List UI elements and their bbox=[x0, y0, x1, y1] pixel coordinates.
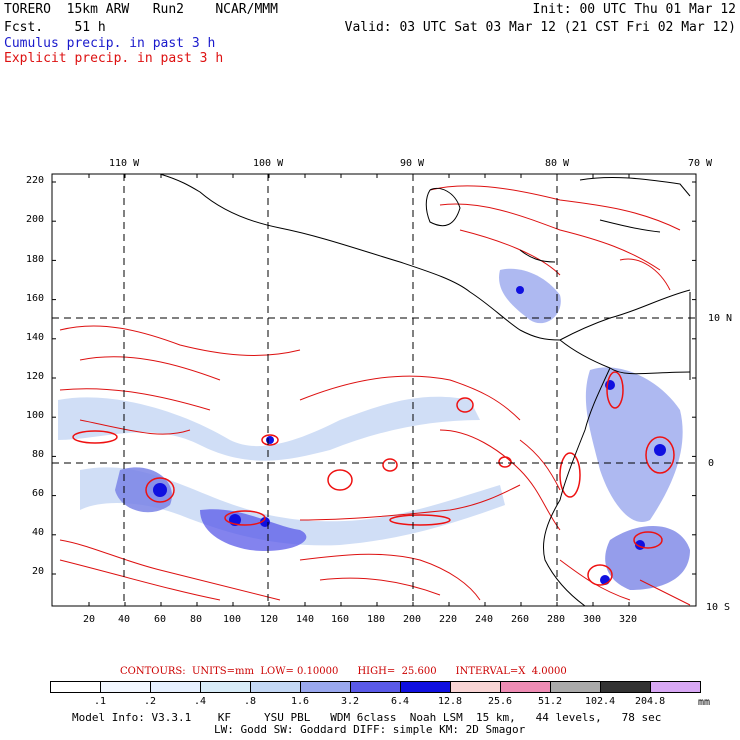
y-tick: 220 bbox=[26, 175, 45, 186]
y-tick: 80 bbox=[32, 449, 45, 460]
coastlines bbox=[159, 174, 691, 606]
model-title: TORERO 15km ARW Run2 NCAR/MMM bbox=[4, 2, 278, 17]
lon-label-70w: 70 W bbox=[688, 158, 713, 169]
y-tick: 40 bbox=[32, 527, 45, 538]
colorbar-label: 25.6 bbox=[488, 696, 513, 707]
colorbar-swatch bbox=[550, 681, 601, 693]
y-tick: 200 bbox=[26, 214, 45, 225]
y-tick: 20 bbox=[32, 566, 45, 577]
colorbar-label: .1 bbox=[94, 696, 107, 707]
colorbar-label: 3.2 bbox=[341, 696, 360, 707]
colorbar-swatch bbox=[350, 681, 401, 693]
x-tick: 140 bbox=[296, 614, 315, 625]
x-tick: 20 bbox=[83, 614, 96, 625]
cumulus-band-north bbox=[58, 396, 480, 461]
valid-time: Valid: 03 UTC Sat 03 Mar 12 (21 CST Fri … bbox=[344, 20, 736, 35]
cumulus-band-south bbox=[80, 467, 505, 546]
cumulus-label: Cumulus precip. in past 3 h bbox=[4, 36, 216, 51]
colorbar-swatch bbox=[200, 681, 251, 693]
lat-label-0: 0 bbox=[708, 458, 715, 469]
intense-cells bbox=[153, 286, 666, 585]
colorbar-swatch bbox=[650, 681, 701, 693]
init-time: Init: 00 UTC Thu 01 Mar 12 bbox=[532, 2, 737, 17]
x-tick: 220 bbox=[439, 614, 458, 625]
contour-info: CONTOURS: UNITS=mm LOW= 0.10000 HIGH= 25… bbox=[120, 666, 567, 677]
lat-label-10s: 10 S bbox=[706, 602, 731, 613]
colorbar-label: 6.4 bbox=[391, 696, 410, 707]
cumulus-cells-peru bbox=[605, 526, 690, 590]
lon-label-80w: 80 W bbox=[545, 158, 570, 169]
colorbar-label: 51.2 bbox=[538, 696, 563, 707]
precip-field bbox=[52, 174, 696, 606]
tick-marks bbox=[52, 174, 696, 606]
x-tick: 40 bbox=[118, 614, 131, 625]
x-tick: 80 bbox=[190, 614, 203, 625]
lon-label-90w: 90 W bbox=[400, 158, 425, 169]
physics-info: LW: Godd SW: Goddard DIFF: simple KM: 2D… bbox=[214, 723, 526, 736]
contour-rings bbox=[72, 371, 675, 586]
colorbar-swatch bbox=[600, 681, 651, 693]
explicit-contours bbox=[59, 185, 691, 606]
y-tick: 120 bbox=[26, 371, 45, 382]
y-tick: 60 bbox=[32, 488, 45, 499]
x-tick: 180 bbox=[367, 614, 386, 625]
colorbar-swatch bbox=[100, 681, 151, 693]
colorbar-label: 204.8 bbox=[635, 696, 666, 707]
cumulus-cells-colombia bbox=[585, 367, 683, 522]
lat-label-10n: 10 N bbox=[708, 313, 733, 324]
x-tick: 120 bbox=[260, 614, 279, 625]
colorbar-label: 12.8 bbox=[438, 696, 463, 707]
cumulus-cells-central-america bbox=[499, 268, 561, 324]
x-tick: 60 bbox=[154, 614, 167, 625]
x-tick: 240 bbox=[475, 614, 494, 625]
explicit-label: Explicit precip. in past 3 h bbox=[4, 51, 224, 66]
colorbar-label: 102.4 bbox=[585, 696, 616, 707]
y-tick: 160 bbox=[26, 293, 45, 304]
x-tick: 300 bbox=[583, 614, 602, 625]
y-tick: 180 bbox=[26, 254, 45, 265]
y-tick: 140 bbox=[26, 332, 45, 343]
lon-label-110w: 110 W bbox=[109, 158, 140, 169]
forecast-hour: Fcst. 51 h bbox=[4, 20, 106, 35]
x-tick: 100 bbox=[223, 614, 242, 625]
map-frame bbox=[51, 173, 697, 607]
colorbar-swatch bbox=[300, 681, 351, 693]
colorbar-label: .8 bbox=[244, 696, 257, 707]
x-tick: 160 bbox=[331, 614, 350, 625]
colorbar-unit: mm bbox=[698, 697, 711, 708]
x-tick: 280 bbox=[547, 614, 566, 625]
colorbar-swatch bbox=[50, 681, 101, 693]
colorbar-swatch bbox=[450, 681, 501, 693]
cumulus-cells-central bbox=[200, 509, 307, 551]
model-info: Model Info: V3.3.1 KF YSU PBL WDM 6class… bbox=[72, 711, 662, 724]
colorbar-label: .4 bbox=[194, 696, 207, 707]
x-tick: 200 bbox=[403, 614, 422, 625]
y-tick: 100 bbox=[26, 410, 45, 421]
lon-label-100w: 100 W bbox=[253, 158, 284, 169]
colorbar-label: 1.6 bbox=[291, 696, 310, 707]
colorbar-swatch bbox=[400, 681, 451, 693]
x-tick: 320 bbox=[619, 614, 638, 625]
colorbar-swatch bbox=[250, 681, 301, 693]
colorbar-swatch bbox=[150, 681, 201, 693]
x-tick: 260 bbox=[511, 614, 530, 625]
lat-lon-grid bbox=[52, 174, 696, 606]
colorbar-swatch bbox=[500, 681, 551, 693]
colorbar-label: .2 bbox=[144, 696, 157, 707]
